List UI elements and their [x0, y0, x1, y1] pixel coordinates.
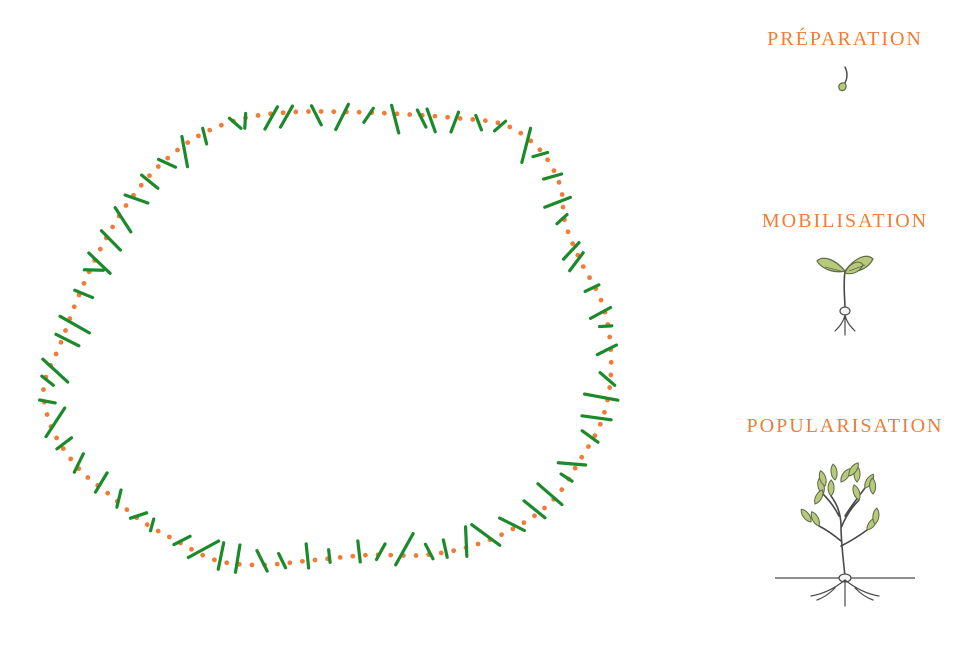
legend-entry-popularisation: POPULARISATION [720, 415, 970, 616]
legend-label-mobilisation: MOBILISATION [720, 210, 970, 233]
dotted-path [41, 109, 614, 567]
tree-icon [765, 446, 925, 616]
legend-entry-mobilisation: MOBILISATION [720, 210, 970, 341]
ticks [40, 104, 618, 572]
legend-label-preparation: PRÉPARATION [720, 28, 970, 51]
seed-icon [825, 59, 865, 99]
legend-label-popularisation: POPULARISATION [720, 415, 970, 438]
sprout-icon [805, 241, 885, 341]
legend-entry-preparation: PRÉPARATION [720, 28, 970, 99]
